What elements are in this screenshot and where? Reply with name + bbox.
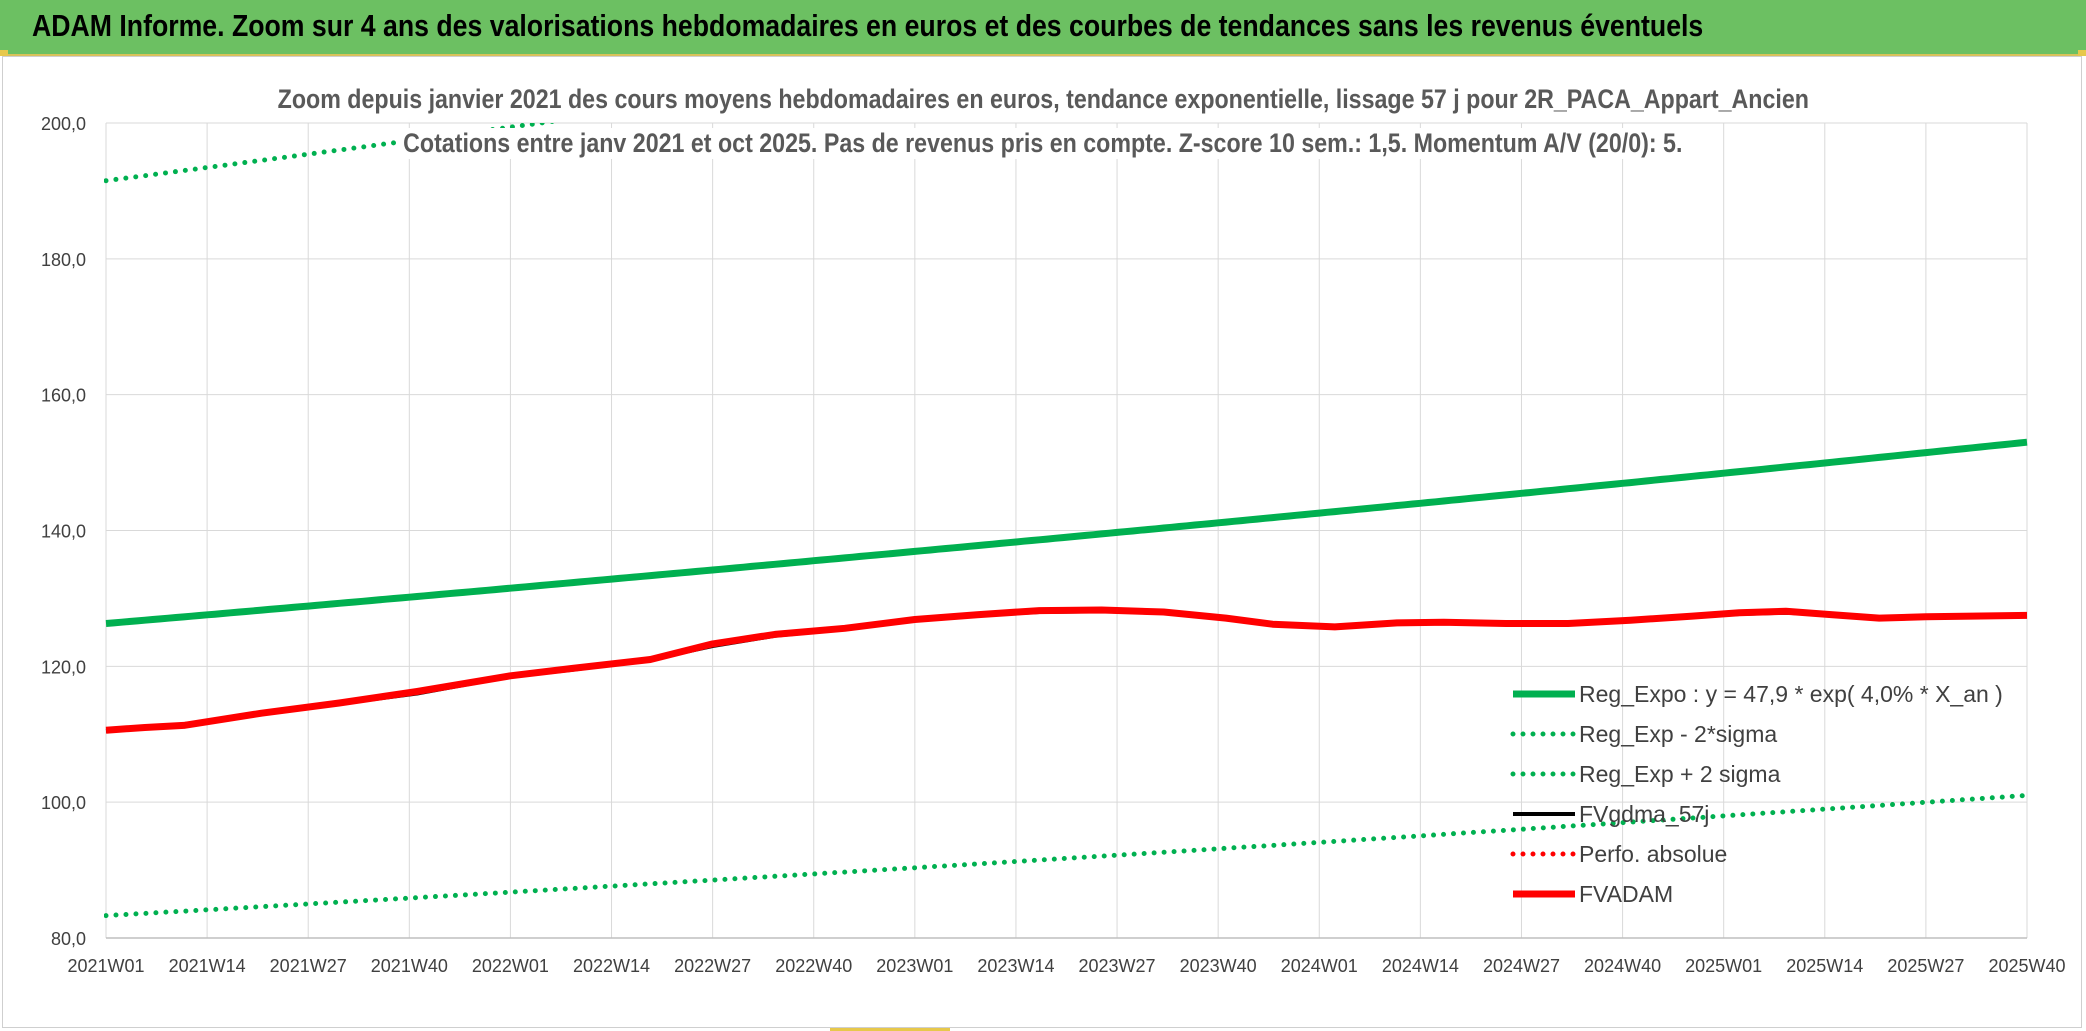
y-tick-label: 140,0 <box>41 522 86 542</box>
chart-title-text: Zoom depuis janvier 2021 des cours moyen… <box>270 84 1816 115</box>
chart-subtitle-text: Cotations entre janv 2021 et oct 2025. P… <box>396 128 1690 159</box>
header-accent-left <box>0 50 8 56</box>
bottom-accent <box>830 1028 950 1031</box>
x-tick-label: 2025W14 <box>1786 956 1863 976</box>
chart-title: Zoom depuis janvier 2021 des cours moyen… <box>0 84 2086 115</box>
x-tick-label: 2021W27 <box>270 956 347 976</box>
x-tick-label: 2023W01 <box>876 956 953 976</box>
x-tick-label: 2023W40 <box>1180 956 1257 976</box>
x-tick-label: 2024W01 <box>1281 956 1358 976</box>
header-accent-right <box>2078 50 2086 56</box>
reg-exp-minus-2sigma-line <box>104 792 2029 919</box>
fvadam-line <box>105 606 2028 734</box>
x-tick-label: 2024W14 <box>1382 956 1459 976</box>
x-tick-label: 2022W27 <box>674 956 751 976</box>
legend-reg-exp-minus-label: Reg_Exp - 2*sigma <box>1579 721 1777 747</box>
legend-fvgdma-label: FVgdma_57j <box>1579 801 1709 827</box>
x-tick-label: 2023W14 <box>977 956 1054 976</box>
x-tick-label: 2024W27 <box>1483 956 1560 976</box>
x-tick-label: 2023W27 <box>1079 956 1156 976</box>
x-tick-label: 2025W01 <box>1685 956 1762 976</box>
grid-layer <box>105 122 2028 939</box>
legend-reg-expo-label: Reg_Expo : y = 47,9 * exp( 4,0% * X_an ) <box>1579 681 2003 707</box>
y-tick-label: 100,0 <box>41 793 86 813</box>
x-tick-label: 2021W14 <box>169 956 246 976</box>
axis-layer: 80,0 100,0 120,0 140,0 160,0 180,0 200,0 2021W0… <box>41 114 2066 976</box>
y-tick-label: 120,0 <box>41 657 86 677</box>
reg-expo-line <box>105 438 2028 627</box>
x-tick-label: 2022W01 <box>472 956 549 976</box>
report-title: ADAM Informe. Zoom sur 4 ans des valoris… <box>32 8 1704 43</box>
x-tick-label: 2022W14 <box>573 956 650 976</box>
x-tick-label: 2025W40 <box>1988 956 2065 976</box>
chart-frame <box>2 56 2082 1028</box>
x-tick-label: 2022W40 <box>775 956 852 976</box>
y-tick-label: 200,0 <box>41 114 86 134</box>
legend-perfo-absolue-label: Perfo. absolue <box>1579 841 1727 867</box>
y-tick-label: 160,0 <box>41 386 86 406</box>
fvgdma-57j-line <box>105 609 2028 733</box>
x-tick-label: 2024W40 <box>1584 956 1661 976</box>
legend-reg-exp-plus-label: Reg_Exp + 2 sigma <box>1579 761 1781 787</box>
x-tick-label: 2021W01 <box>67 956 144 976</box>
legend-fvadam-label: FVADAM <box>1579 881 1673 907</box>
x-tick-label: 2025W27 <box>1887 956 1964 976</box>
series-layer <box>104 123 2029 919</box>
y-tick-label: 80,0 <box>51 929 86 949</box>
report-header: ADAM Informe. Zoom sur 4 ans des valoris… <box>0 0 2086 56</box>
x-tick-label: 2021W40 <box>371 956 448 976</box>
chart-subtitle: Cotations entre janv 2021 et oct 2025. P… <box>0 128 2086 159</box>
chart-legend: Reg_Expo : y = 47,9 * exp( 4,0% * X_an )… <box>1510 681 2003 907</box>
y-tick-label: 180,0 <box>41 250 86 270</box>
